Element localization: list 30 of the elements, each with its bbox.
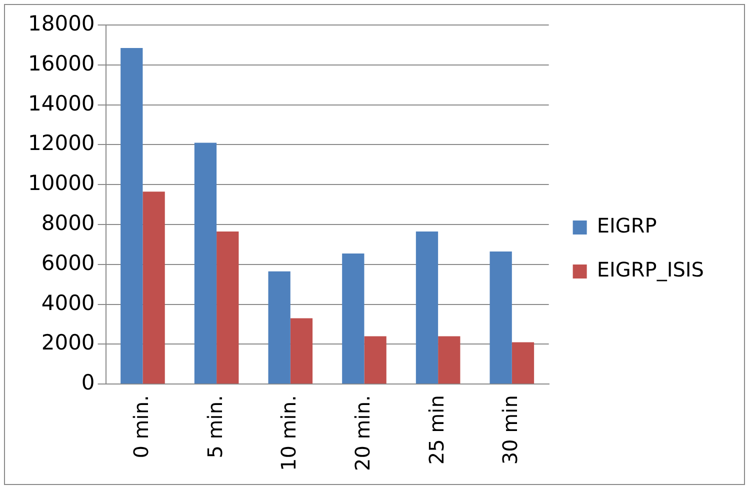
bar [194, 142, 217, 384]
y-tick-label: 12000 [28, 131, 95, 156]
y-tick-label: 10000 [28, 171, 95, 196]
bar [490, 251, 512, 384]
x-tick-label: 30 min [498, 395, 522, 465]
bar [416, 231, 438, 384]
x-tick-label: 20 min. [350, 395, 374, 472]
y-tick-label: 18000 [28, 11, 95, 36]
y-tick-label: 0 [81, 370, 95, 395]
bar [290, 318, 313, 384]
bar [268, 271, 290, 384]
y-tick-label: 2000 [41, 330, 95, 355]
x-tick-label: 10 min. [276, 395, 301, 472]
y-tick-label: 16000 [28, 51, 95, 76]
bar [512, 342, 534, 384]
y-tick-label: 8000 [41, 210, 95, 235]
bar [364, 336, 386, 384]
legend-label: EIGRP_ISIS [596, 258, 704, 282]
bar [216, 231, 239, 384]
y-tick-label: 14000 [28, 91, 95, 116]
y-tick-label: 6000 [41, 250, 95, 275]
bar [342, 253, 364, 384]
legend-label: EIGRP [596, 214, 657, 238]
bar [438, 336, 460, 384]
bar [142, 192, 165, 384]
x-tick-label: 5 min. [202, 395, 227, 458]
bar [120, 48, 143, 384]
x-tick-label: 25 min [424, 395, 448, 465]
y-tick-label: 4000 [41, 290, 95, 315]
x-tick-label: 0 min. [128, 395, 153, 458]
